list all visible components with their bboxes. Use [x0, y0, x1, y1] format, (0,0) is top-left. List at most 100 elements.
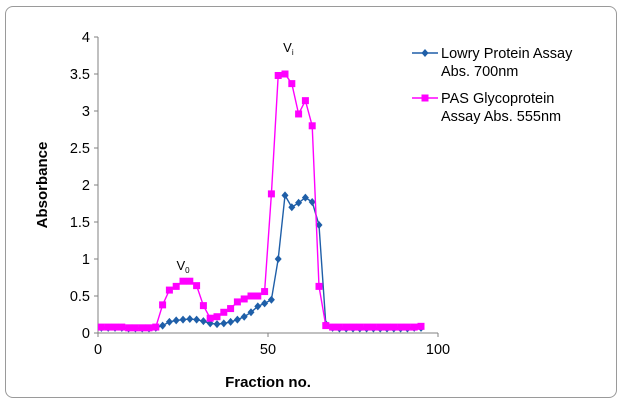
data-point: [206, 314, 214, 322]
data-point: [322, 322, 330, 330]
data-point: [233, 315, 241, 324]
legend-group: Lowry Protein Assay Abs. 700nm PAS Glycopr…: [412, 46, 573, 125]
data-point: [329, 323, 337, 331]
data-point: [363, 323, 371, 331]
data-point: [274, 71, 282, 79]
legend-label: PAS Glycoprotein Assay Abs. 555nm: [441, 91, 561, 125]
data-point: [295, 110, 303, 118]
data-point: [281, 191, 289, 200]
data-point: [301, 193, 309, 202]
data-point: [247, 292, 255, 300]
data-point: [349, 323, 357, 331]
y-tick-label: 0.5: [70, 289, 90, 305]
y-tick-label: 0: [82, 326, 90, 342]
y-tick-label: 1.5: [70, 215, 90, 231]
data-point: [376, 323, 384, 331]
data-point: [240, 295, 248, 303]
data-point: [172, 316, 180, 325]
data-point: [213, 320, 221, 329]
series-0: [97, 191, 425, 333]
legend-marker: [421, 49, 429, 57]
annotation-label: Vi: [283, 40, 294, 57]
annotation-subscript: 0: [185, 266, 190, 275]
data-point: [342, 323, 350, 331]
data-point: [199, 302, 207, 310]
data-point: [186, 314, 194, 323]
data-point: [227, 305, 235, 313]
data-point: [356, 323, 364, 331]
data-point: [369, 323, 377, 331]
data-point: [267, 295, 275, 304]
data-point: [403, 323, 411, 331]
data-point: [104, 323, 112, 331]
series-line: [101, 193, 421, 330]
data-point: [193, 315, 201, 324]
data-point: [159, 321, 167, 330]
data-point: [315, 220, 323, 229]
data-point: [261, 299, 269, 308]
data-point: [295, 198, 303, 207]
y-tick-label: 2: [82, 178, 90, 194]
data-point: [274, 255, 282, 263]
data-point: [159, 301, 167, 309]
y-tick-label: 3: [82, 104, 90, 120]
data-point: [152, 323, 160, 331]
data-point: [240, 312, 248, 321]
y-axis-title: Absorbance: [34, 142, 51, 229]
data-point: [315, 282, 323, 290]
data-point: [165, 317, 173, 326]
data-point: [281, 70, 289, 78]
data-point: [308, 122, 316, 130]
data-point: [213, 313, 221, 321]
data-point: [288, 80, 296, 88]
y-tick-label: 2.5: [70, 141, 90, 157]
data-point: [97, 323, 105, 331]
data-point: [145, 324, 153, 332]
y-tick-label: 1: [82, 252, 90, 268]
data-point: [390, 323, 398, 331]
data-point: [186, 277, 194, 285]
data-point: [227, 317, 235, 326]
x-axis-title: Fraction no.: [225, 374, 311, 391]
legend-marker: [421, 94, 429, 102]
x-tick-label: 50: [260, 342, 276, 358]
annotation-label: V0: [176, 258, 190, 275]
data-point: [261, 288, 269, 296]
data-point: [138, 324, 146, 332]
x-tick-label: 0: [94, 342, 102, 358]
data-point: [172, 282, 180, 290]
y-tick-label: 3.5: [70, 67, 90, 83]
data-point: [410, 323, 418, 331]
data-point: [233, 298, 241, 306]
data-point: [301, 97, 309, 105]
data-point: [254, 302, 262, 311]
data-point: [417, 322, 425, 330]
data-point: [220, 319, 228, 328]
data-point: [335, 323, 343, 331]
data-point: [397, 323, 405, 331]
series-layer: [97, 70, 425, 333]
data-point: [179, 277, 187, 285]
series-1: [97, 70, 425, 332]
data-point: [383, 323, 391, 331]
data-point: [247, 308, 255, 317]
data-point: [220, 308, 228, 316]
data-point: [179, 315, 187, 324]
axes-group: 0 0.5 1 1.5 2 2.5 3 3.5 4 0 50 100: [70, 30, 450, 358]
annotation-subscript: i: [292, 48, 294, 57]
data-point: [308, 198, 316, 207]
data-point: [199, 317, 207, 326]
data-point: [111, 323, 119, 331]
y-tick-label: 4: [82, 30, 90, 46]
data-point: [254, 292, 262, 300]
data-point: [118, 323, 126, 331]
data-point: [125, 324, 133, 332]
data-point: [131, 324, 139, 332]
data-point: [288, 203, 296, 212]
data-point: [267, 190, 275, 198]
data-point: [165, 286, 173, 294]
data-point: [193, 282, 201, 290]
legend-label: Lowry Protein Assay Abs. 700nm: [441, 46, 573, 80]
x-tick-label: 100: [426, 342, 450, 358]
